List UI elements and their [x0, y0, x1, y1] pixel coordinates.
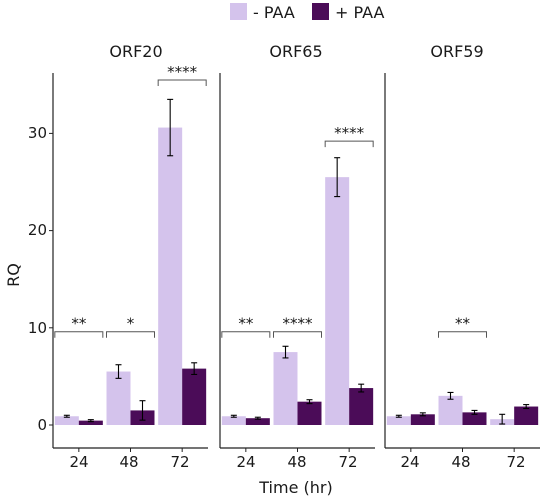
legend-label-plus-paa: + PAA: [335, 3, 385, 22]
bar: [349, 388, 374, 425]
bar: [462, 412, 487, 425]
bar: [410, 414, 435, 425]
significance-bracket: [54, 331, 104, 338]
significance-bracket: [273, 331, 322, 338]
bar: [221, 416, 246, 425]
bar: [158, 127, 183, 426]
significance-label: *: [127, 315, 135, 333]
y-tick-label: 0: [37, 416, 47, 434]
panel-title-orf20: ORF20: [109, 42, 162, 61]
bar: [106, 371, 131, 425]
bar: [438, 395, 463, 425]
x-tick-label: 48: [287, 453, 306, 471]
significance-label: ****: [283, 315, 314, 333]
bar: [182, 368, 207, 425]
bar: [273, 352, 298, 425]
x-tick-label: 24: [236, 453, 255, 471]
y-tick-label: 30: [28, 124, 47, 142]
significance-bracket: [106, 331, 155, 338]
bar: [54, 416, 79, 425]
legend-label-minus-paa: - PAA: [253, 3, 295, 22]
significance-bracket: [157, 79, 207, 86]
y-tick-label: 20: [28, 221, 47, 239]
bar: [78, 420, 103, 425]
significance-bracket: [221, 331, 271, 338]
significance-bracket: [438, 331, 487, 338]
x-tick-label: 72: [170, 453, 189, 471]
bar: [297, 401, 322, 425]
significance-bracket: [324, 140, 374, 148]
x-tick-label: 48: [119, 453, 138, 471]
chart-marks: ** ******* **********: [54, 63, 539, 426]
legend: - PAA + PAA: [230, 3, 385, 22]
significance-label: **: [455, 315, 471, 333]
bar: [325, 177, 350, 425]
panel-title-orf59: ORF59: [430, 42, 483, 61]
x-tick-label: 72: [506, 453, 525, 471]
y-tick-label: 10: [28, 319, 47, 337]
significance-label: ****: [334, 124, 365, 142]
x-tick-label: 24: [69, 453, 88, 471]
axes: [49, 73, 540, 452]
bar: [514, 406, 539, 425]
y-axis-label: RQ: [4, 263, 23, 287]
bar: [245, 418, 270, 425]
significance-label: ****: [167, 63, 198, 81]
significance-label: **: [71, 315, 87, 333]
panel-title-orf65: ORF65: [269, 42, 322, 61]
x-tick-label: 24: [400, 453, 419, 471]
x-tick-label: 72: [338, 453, 357, 471]
legend-swatch-plus-paa: [312, 3, 329, 20]
bar: [386, 416, 411, 425]
x-tick-label: 48: [451, 453, 470, 471]
legend-swatch-minus-paa: [230, 3, 247, 20]
x-axis-label: Time (hr): [258, 478, 332, 497]
significance-label: **: [238, 315, 254, 333]
